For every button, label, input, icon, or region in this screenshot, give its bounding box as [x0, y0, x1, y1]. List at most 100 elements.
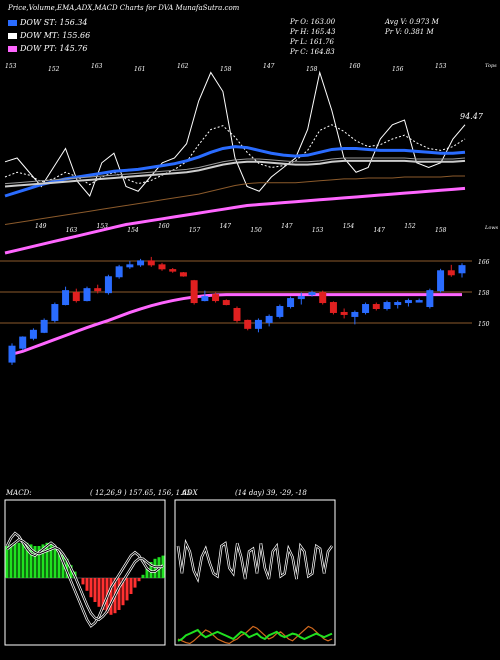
macd-hist-20	[85, 578, 89, 591]
macd-hist-6	[29, 544, 33, 578]
avg-volume: Avg V: 0.973 M	[385, 18, 439, 26]
candle-body-7	[83, 288, 91, 302]
bottom-label-4: 160	[158, 223, 170, 230]
macd-hist-12	[53, 546, 57, 578]
candle-body-33	[362, 304, 370, 313]
top-label-0: 153	[5, 63, 17, 70]
macd-signal-inner	[6, 539, 163, 621]
macd-label: MACD:	[6, 489, 32, 497]
candle-body-10	[115, 266, 123, 278]
macd-hist-9	[41, 544, 45, 578]
candle-body-39	[426, 290, 434, 308]
macd-hist-3	[17, 542, 21, 578]
adx-di-minus	[177, 625, 333, 645]
macd-hist-29	[121, 578, 125, 606]
legend-label-st: DOW ST: 156.34	[20, 18, 88, 27]
candle-body-23	[254, 319, 262, 329]
candle-body-14	[158, 264, 166, 270]
macd-hist-2	[13, 542, 17, 578]
candle-body-18	[201, 296, 209, 302]
candle-body-25	[276, 306, 284, 317]
macd-hist-1	[9, 544, 13, 578]
top-label-2: 163	[91, 63, 103, 70]
bottom-label-3: 154	[127, 227, 139, 234]
macd-hist-5	[25, 542, 29, 578]
macd-hist-33	[137, 578, 141, 582]
indicator-value-label: 94.47	[460, 112, 484, 121]
macd-hist-28	[117, 578, 121, 610]
candle-body-5	[62, 290, 70, 306]
price-level-label-0: 166	[478, 259, 490, 266]
legend-swatch-pt	[8, 46, 17, 52]
candle-body-37	[404, 300, 412, 304]
candle-body-29	[319, 292, 327, 304]
macd-hist-37	[153, 558, 157, 578]
macd-hist-11	[49, 544, 53, 578]
candle-body-34	[372, 304, 380, 309]
candle-body-40	[437, 270, 445, 292]
bottom-label-7: 150	[250, 227, 262, 234]
candle-body-21	[233, 308, 241, 321]
macd-hist-14	[61, 554, 65, 578]
macd-hist-7	[33, 546, 37, 578]
ema-series-3-a	[4, 159, 466, 188]
macd-hist-8	[37, 546, 41, 578]
candle-body-11	[126, 264, 134, 268]
top-label-6: 147	[263, 63, 275, 70]
candle-body-15	[169, 269, 177, 272]
macd-hist-35	[145, 568, 149, 578]
top-label-9: 156	[392, 66, 404, 73]
candle-body-32	[351, 311, 359, 317]
price-volume: Pr V: 0.381 M	[385, 28, 434, 36]
ema-series-0	[4, 70, 466, 197]
candle-body-0	[8, 345, 16, 363]
macd-hist-32	[133, 578, 137, 588]
candle-body-36	[394, 302, 402, 306]
price-low: Pr L: 161.76	[290, 38, 335, 46]
bottom-label-0: 149	[35, 223, 47, 230]
price-ema-line	[11, 293, 462, 356]
price-level-label-1: 158	[478, 290, 490, 297]
macd-hist-19	[81, 578, 85, 585]
candle-body-1	[19, 336, 27, 349]
legend-label-pt: DOW PT: 145.76	[20, 44, 88, 53]
candle-body-41	[447, 270, 455, 276]
ema-series-1	[4, 124, 466, 186]
macd-line-inner	[6, 532, 164, 627]
candle-body-3	[40, 319, 48, 333]
macd-hist-34	[141, 574, 145, 578]
candle-body-42	[458, 265, 466, 274]
macd-panel-frame	[4, 499, 166, 646]
macd-hist-4	[21, 541, 25, 578]
legend-dow-pt: DOW PT: 145.76	[8, 44, 87, 53]
macd-params: ( 12,26,9 ) 157.65, 156, 1.65	[90, 489, 192, 497]
top-label-7: 158	[306, 66, 318, 73]
price-close: Pr C: 164.83	[290, 48, 335, 56]
bottom-label-9: 153	[312, 227, 324, 234]
candle-body-31	[340, 311, 348, 315]
bottom-label-5: 157	[189, 227, 201, 234]
price-open: Pr O: 163.00	[290, 18, 336, 26]
bottom-label-12: 152	[404, 223, 416, 230]
price-level-label-2: 150	[478, 321, 490, 328]
legend-swatch-mt	[8, 33, 17, 39]
top-label-10: 153	[435, 63, 447, 70]
macd-hist-0	[5, 546, 9, 578]
candle-body-8	[94, 288, 102, 292]
legend-dow-mt: DOW MT: 155.66	[8, 31, 90, 40]
candle-body-6	[72, 292, 80, 302]
bottom-label-2: 153	[97, 223, 109, 230]
ema-series-3-b	[4, 157, 466, 185]
bottom-label-11: 147	[373, 227, 385, 234]
candle-body-27	[297, 296, 305, 300]
price-high: Pr H: 165.43	[290, 28, 336, 36]
bottom-label-8: 147	[281, 223, 293, 230]
bottom-label-13: 158	[435, 227, 447, 234]
candle-body-16	[179, 272, 187, 277]
legend-dow-st: DOW ST: 156.34	[8, 18, 88, 27]
macd-hist-24	[101, 578, 105, 610]
candle-body-19	[212, 294, 220, 302]
macd-hist-30	[125, 578, 129, 601]
candle-body-26	[287, 298, 295, 308]
lows-label: Lows	[484, 225, 499, 231]
